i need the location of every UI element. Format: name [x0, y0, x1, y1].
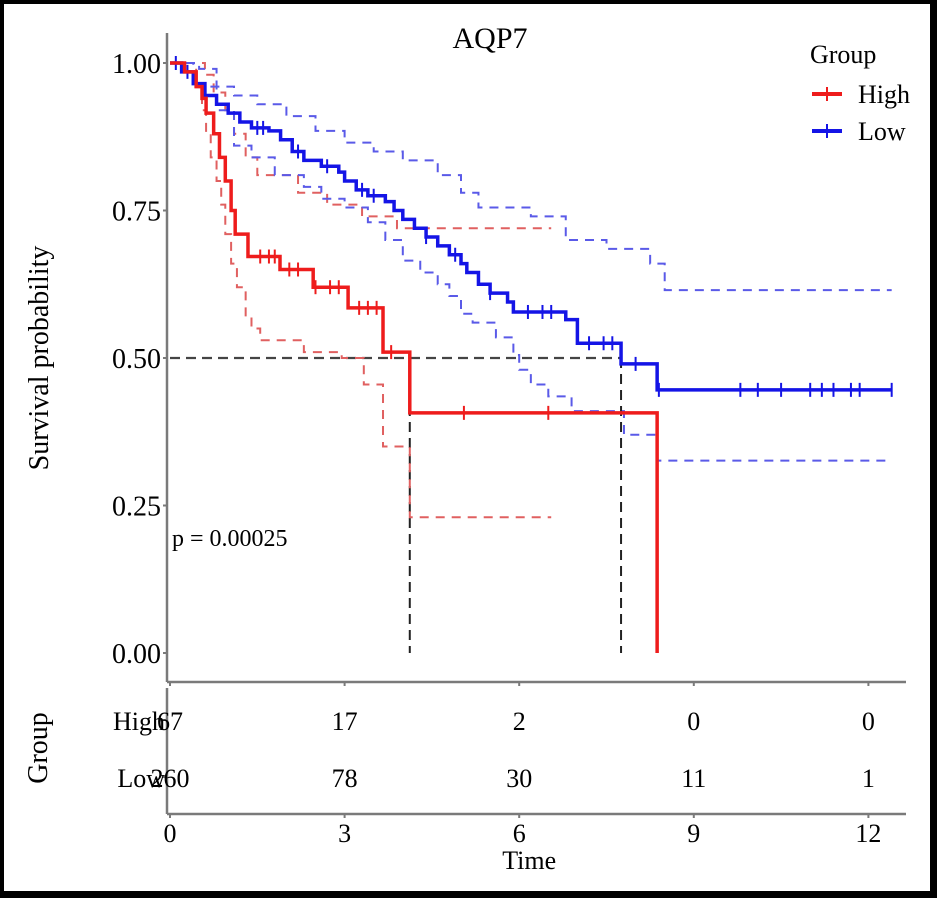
legend-title: Group	[810, 40, 876, 69]
risk-count-low: 30	[506, 764, 532, 793]
ci-lower-high	[170, 62, 552, 519]
y-tick-label: 0.25	[112, 492, 161, 523]
risk-count-high: 0	[687, 707, 700, 736]
survival-curve-high	[170, 61, 659, 653]
risk-count-high: 2	[513, 707, 526, 736]
x-tick-label: 0	[164, 819, 177, 848]
km-plot: 0.00 0.25 0.50 0.75 1.00 AQP7 Survival probabi…	[23, 22, 910, 875]
x-axis-label: Time	[502, 846, 556, 875]
risk-row-label-high: High	[113, 707, 165, 736]
y-tick-label: 1.00	[112, 49, 161, 80]
legend-label-high: High	[858, 80, 910, 109]
risk-count-low: 11	[681, 764, 706, 793]
survival-plot-area: 0.00 0.25 0.50 0.75 1.00 AQP7 Survival probabi…	[24, 22, 910, 686]
survival-curve-low	[170, 61, 892, 392]
chart-title: AQP7	[452, 22, 527, 55]
x-tick-label: 9	[687, 819, 700, 848]
risk-count-high: 67	[157, 707, 183, 736]
legend-label-low: Low	[858, 117, 906, 146]
risk-table-title: Group	[23, 712, 54, 784]
risk-count-high: 0	[862, 707, 875, 736]
risk-count-low: 78	[332, 764, 358, 793]
ci-upper-low	[170, 62, 892, 292]
figure-frame: 0.00 0.25 0.50 0.75 1.00 AQP7 Survival probabi…	[4, 4, 930, 891]
risk-count-high: 17	[332, 707, 358, 736]
y-tick-label: 0.75	[112, 197, 161, 228]
x-tick-label: 3	[338, 819, 351, 848]
y-axis-label: Survival probability	[24, 246, 55, 471]
risk-count-low: 1	[862, 764, 875, 793]
y-tick-label: 0.00	[112, 639, 161, 670]
ci-upper-high	[170, 62, 552, 230]
p-value-annotation: p = 0.00025	[172, 526, 288, 552]
y-tick-label: 0.50	[112, 344, 161, 375]
risk-count-low: 260	[151, 764, 190, 793]
risk-row-label-low: Low	[117, 764, 165, 793]
x-tick-label: 6	[513, 819, 526, 848]
x-tick-label: 12	[855, 819, 881, 848]
ci-lower-low	[170, 62, 892, 462]
